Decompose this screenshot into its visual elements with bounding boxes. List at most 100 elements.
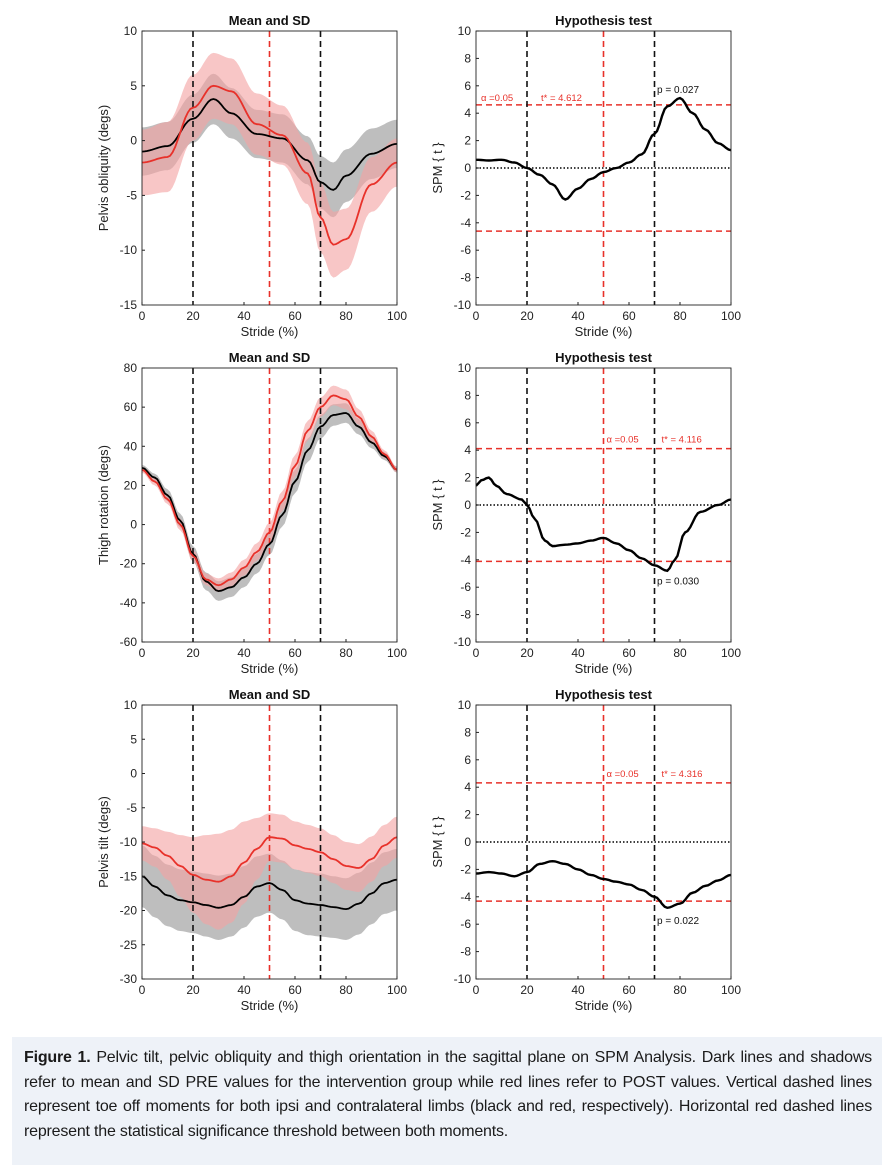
y-tick-label: 20 [124, 478, 138, 492]
mean-line-pre [142, 412, 397, 593]
y-tick-label: 10 [124, 698, 138, 712]
caption-label: Figure 1. [24, 1049, 91, 1066]
plot-area [142, 705, 397, 979]
y-axis-label: Thigh rotation (degs) [96, 445, 111, 565]
y-tick-label: 6 [464, 416, 471, 430]
y-tick-label: -10 [120, 835, 138, 849]
y-tick-label: 4 [464, 443, 471, 457]
y-tick-label: -2 [460, 525, 471, 539]
t-star-annotation: t* = 4.612 [541, 93, 582, 104]
y-tick-label: -10 [454, 635, 472, 649]
x-tick-label: 100 [387, 646, 407, 660]
chart-panel-hypothesis-test-pelvis-obliquity: 0 20 40 60 80 100 -10 -8 -6 -4 -2 0 2 4 6 8 10 Hypothesis… [430, 13, 741, 339]
alpha-annotation: α =0.05 [607, 435, 639, 446]
p-value-annotation: p = 0.030 [657, 576, 699, 587]
plot-area [142, 368, 397, 642]
y-tick-label: 2 [464, 134, 471, 148]
y-tick-label: 8 [464, 725, 471, 739]
chart-title: Hypothesis test [555, 13, 652, 28]
x-tick-label: 20 [186, 983, 200, 997]
chart-title: Hypothesis test [555, 687, 652, 702]
y-tick-label: -6 [460, 580, 471, 594]
y-tick-label: 10 [124, 24, 138, 38]
y-tick-label: 0 [130, 767, 137, 781]
y-tick-label: 4 [464, 780, 471, 794]
x-tick-label: 60 [288, 309, 302, 323]
x-tick-label: 40 [571, 983, 585, 997]
x-axis-label: Stride (%) [241, 324, 299, 339]
x-axis-label: Stride (%) [575, 998, 633, 1013]
x-tick-label: 20 [520, 983, 534, 997]
x-tick-label: 0 [473, 983, 480, 997]
y-tick-label: 0 [464, 835, 471, 849]
y-tick-label: 10 [458, 698, 472, 712]
x-tick-label: 80 [673, 309, 687, 323]
y-tick-label: -8 [460, 945, 471, 959]
caption-text: Pelvic tilt, pelvic obliquity and thigh … [24, 1049, 872, 1140]
y-tick-label: 80 [124, 361, 138, 375]
y-tick-label: -10 [120, 243, 138, 257]
chart-title: Mean and SD [229, 13, 311, 28]
x-tick-label: 80 [673, 983, 687, 997]
y-tick-label: 8 [464, 51, 471, 65]
y-tick-label: -20 [120, 904, 138, 918]
y-tick-label: 0 [464, 161, 471, 175]
plot-area [476, 705, 731, 979]
x-tick-label: 60 [622, 983, 636, 997]
plot-area [476, 31, 731, 305]
x-tick-label: 60 [288, 646, 302, 660]
y-tick-label: 60 [124, 400, 138, 414]
chart-panel-hypothesis-test-pelvis-tilt: 0 20 40 60 80 100 -10 -8 -6 -4 -2 0 2 4 6 8 10 Hypothesis… [430, 687, 741, 1013]
x-tick-label: 40 [571, 646, 585, 660]
y-tick-label: -60 [120, 635, 138, 649]
y-axis-label: Pelvis tilt (degs) [96, 796, 111, 888]
y-tick-label: -8 [460, 608, 471, 622]
x-tick-label: 0 [139, 646, 146, 660]
chart-title: Hypothesis test [555, 350, 652, 365]
y-tick-label: 4 [464, 106, 471, 120]
x-tick-label: 100 [721, 646, 741, 660]
mean-line-post [142, 84, 397, 246]
y-tick-label: 6 [464, 79, 471, 93]
x-tick-label: 20 [520, 309, 534, 323]
y-tick-label: -4 [460, 216, 471, 230]
y-tick-label: 6 [464, 753, 471, 767]
x-axis-label: Stride (%) [575, 661, 633, 676]
x-tick-label: 20 [186, 646, 200, 660]
chart-panel-mean-sd-thigh-rotation: 0 20 40 60 80 100 -60 -40 -20 0 20 40 60 80 Mean and S… [96, 350, 407, 676]
y-axis-label: Pelvis obliquity (degs) [96, 105, 111, 231]
x-tick-label: 60 [622, 309, 636, 323]
x-tick-label: 0 [139, 309, 146, 323]
x-tick-label: 60 [622, 646, 636, 660]
y-tick-label: 2 [464, 808, 471, 822]
y-tick-label: 0 [464, 498, 471, 512]
caption-paragraph: Figure 1. Pelvic tilt, pelvic obliquity … [24, 1046, 872, 1144]
x-tick-label: 100 [387, 983, 407, 997]
figure-caption: Figure 1. Pelvic tilt, pelvic obliquity … [12, 1037, 882, 1165]
x-axis-label: Stride (%) [575, 324, 633, 339]
y-tick-label: 0 [130, 518, 137, 532]
x-tick-label: 80 [673, 646, 687, 660]
x-tick-label: 40 [571, 309, 585, 323]
mean-line-pre [142, 875, 397, 911]
alpha-annotation: α =0.05 [481, 93, 513, 104]
y-tick-label: -5 [126, 188, 137, 202]
y-tick-label: 10 [458, 361, 472, 375]
y-tick-label: -30 [120, 972, 138, 986]
spm-t-curve [476, 859, 731, 910]
x-tick-label: 20 [186, 309, 200, 323]
p-value-annotation: p = 0.022 [657, 916, 699, 927]
y-tick-label: 0 [130, 134, 137, 148]
x-tick-label: 20 [520, 646, 534, 660]
chart-title: Mean and SD [229, 687, 311, 702]
figure: 0 20 40 60 80 100 -15 -10 -5 0 5 10 Mean and SD Strid… [96, 13, 741, 1013]
y-tick-label: 2 [464, 471, 471, 485]
y-tick-label: 8 [464, 388, 471, 402]
chart-panel-hypothesis-test-thigh-rotation: 0 20 40 60 80 100 -10 -8 -6 -4 -2 0 2 4 6 8 10 Hypothesis… [430, 350, 741, 676]
x-tick-label: 80 [339, 646, 353, 660]
y-tick-label: -10 [454, 298, 472, 312]
chart-title: Mean and SD [229, 350, 311, 365]
axes-box [141, 367, 398, 643]
y-tick-label: -10 [454, 972, 472, 986]
